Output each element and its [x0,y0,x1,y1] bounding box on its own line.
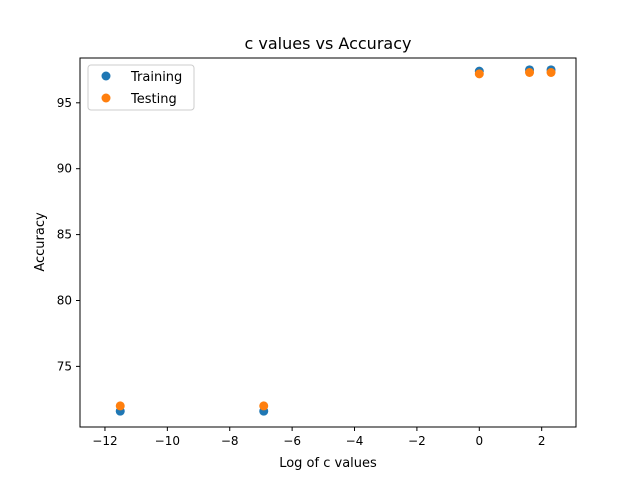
y-axis-label: Accuracy [33,212,48,272]
y-axis: 75 80 85 90 95 [57,96,80,373]
legend-entries: Training Testing [101,70,182,107]
axes-frame [79,57,577,428]
legend-marker-testing [101,93,111,103]
y-tick-label: 80 [57,293,72,307]
x-tick-label: −6 [283,434,301,448]
x-axis-label: Log of c values [279,456,377,471]
legend-box [87,64,195,111]
x-tick-label: 2 [538,434,546,448]
y-tick-label: 90 [57,162,72,176]
chart-title: c values vs Accuracy [245,34,412,53]
x-tick-label: 0 [475,434,483,448]
legend: Training Testing [87,64,195,111]
series-testing [115,67,556,411]
plot-area [115,65,556,416]
x-tick-label: −10 [155,434,180,448]
legend-label-testing: Testing [130,92,177,107]
legend-marker-training [101,71,111,81]
testing-point [546,67,556,77]
y-tick-label: 95 [57,96,72,110]
y-tick-label: 85 [57,228,72,242]
x-tick-label: −2 [408,434,426,448]
x-tick-label: −12 [92,434,117,448]
testing-point [259,401,269,411]
testing-point [525,67,535,77]
testing-point [115,401,125,411]
x-tick-label: −8 [221,434,239,448]
x-axis: −12 −10 −8 −6 −4 −2 0 2 [92,427,546,448]
x-tick-label: −4 [346,434,364,448]
legend-label-training: Training [130,70,182,85]
testing-point [474,69,484,79]
y-tick-label: 75 [57,359,72,373]
